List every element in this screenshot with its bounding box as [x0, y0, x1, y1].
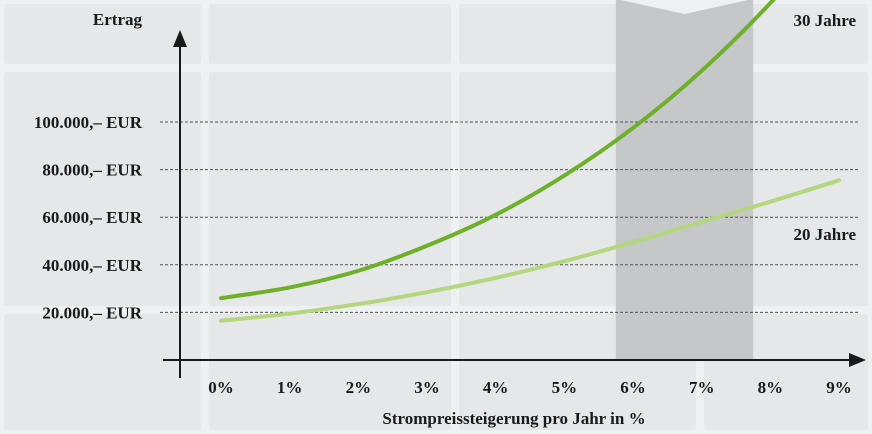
- series-label-30-jahre: 30 Jahre: [794, 11, 857, 30]
- series-lines: [219, 0, 842, 323]
- y-axis-arrow-icon: [173, 30, 187, 47]
- x-tick-label: 9%: [826, 378, 852, 397]
- y-tick-labels: 20.000,– EUR 40.000,– EUR 60.000,– EUR 80.0…: [34, 113, 143, 322]
- x-axis-label: Strompreissteigerung pro Jahr in %: [382, 409, 645, 428]
- x-tick-labels: 0% 1% 2% 3% 4% 5% 6% 7% 8% 9%: [208, 378, 852, 397]
- highlight-band-notch: [620, 0, 749, 14]
- x-tick-label: 3%: [414, 378, 440, 397]
- background-tile: [209, 72, 451, 306]
- y-tick-label: 40.000,– EUR: [42, 256, 142, 275]
- x-axis-arrow-icon: [849, 353, 866, 367]
- x-tick-label: 6%: [620, 378, 646, 397]
- x-tick-label: 2%: [346, 378, 372, 397]
- x-tick-label: 4%: [483, 378, 509, 397]
- background-tile: [209, 4, 451, 64]
- background-tile: [4, 314, 201, 430]
- x-tick-label: 1%: [277, 378, 303, 397]
- background-tile: [4, 4, 201, 64]
- y-axis-label: Ertrag: [93, 10, 143, 29]
- x-tick-label: 7%: [689, 378, 715, 397]
- x-tick-label: 0%: [208, 378, 234, 397]
- y-tick-label: 100.000,– EUR: [34, 113, 143, 132]
- y-tick-label: 20.000,– EUR: [42, 303, 142, 322]
- gridlines: [160, 121, 858, 313]
- series-line-0: [219, 0, 776, 301]
- x-tick-label: 5%: [552, 378, 578, 397]
- y-tick-label: 60.000,– EUR: [42, 208, 142, 227]
- background-tile: [209, 314, 451, 430]
- highlight-band: [615, 0, 754, 360]
- y-tick-label: 80.000,– EUR: [42, 161, 142, 180]
- background-tile: [4, 72, 201, 306]
- series-label-20-jahre: 20 Jahre: [794, 225, 857, 244]
- series-line-1: [219, 178, 842, 323]
- axes: [163, 30, 866, 378]
- x-tick-label: 8%: [758, 378, 784, 397]
